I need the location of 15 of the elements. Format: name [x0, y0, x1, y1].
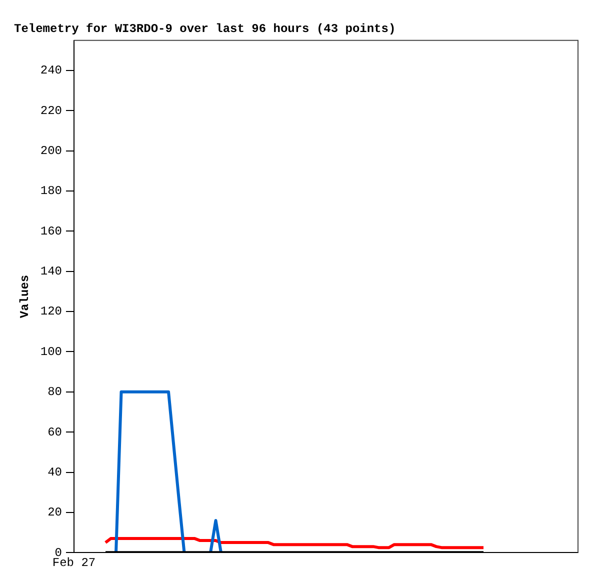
chart-title: Telemetry for WI3RDO-9 over last 96 hours (43 points) [14, 22, 396, 36]
y-tick-label: 120 [40, 304, 62, 319]
y-tick-label: 80 [48, 385, 62, 400]
y-tick-label: 140 [40, 264, 62, 279]
y-tick-label: 20 [48, 506, 62, 520]
y-tick-label: 160 [40, 224, 62, 238]
y-tick-label: 40 [48, 465, 62, 480]
y-tick-label: 180 [40, 184, 62, 198]
y-tick-label: 60 [48, 425, 62, 440]
y-tick-label: 240 [40, 64, 62, 78]
x-tick-label: Feb 27 [52, 556, 96, 570]
y-axis-title: Values [18, 274, 32, 318]
y-tick-label: 200 [40, 144, 62, 158]
y-tick-label: 220 [40, 104, 62, 118]
y-tick-label: 100 [40, 344, 62, 359]
